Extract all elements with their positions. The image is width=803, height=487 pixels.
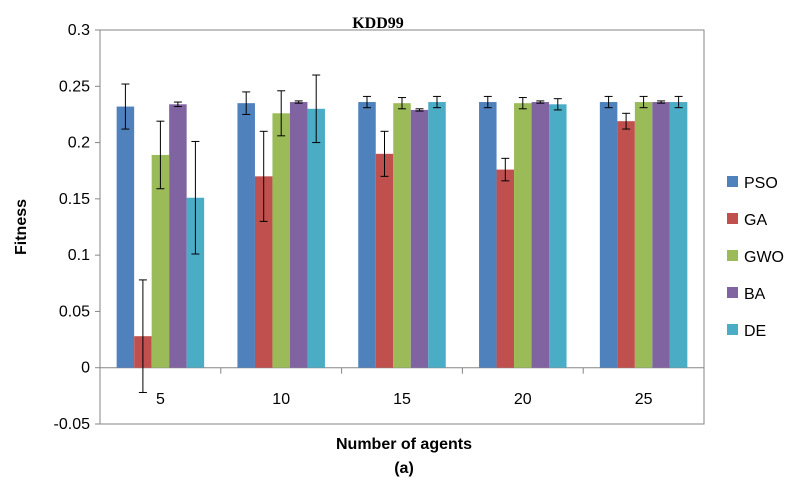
bar [531, 102, 550, 368]
bar [652, 102, 670, 368]
legend-label: GA [744, 212, 767, 229]
x-tick-label: 20 [514, 391, 532, 408]
x-tick-label: 15 [393, 391, 411, 408]
legend-swatch [727, 213, 738, 224]
y-tick-label: 0.15 [59, 191, 90, 208]
legend-swatch [727, 324, 738, 335]
bar [428, 102, 446, 368]
y-tick-label: -0.05 [54, 416, 91, 433]
bar [169, 104, 187, 368]
chart-title: KDD99 [352, 15, 404, 32]
legend-label: GWO [744, 249, 784, 266]
legend-label: PSO [744, 175, 778, 192]
x-axis-title: Number of agents [336, 436, 472, 453]
bar [307, 108, 325, 368]
bar [393, 103, 411, 368]
chart-caption: (a) [394, 460, 414, 477]
legend-swatch [727, 287, 738, 298]
y-tick-label: 0.2 [68, 135, 90, 152]
x-tick-label: 5 [156, 391, 165, 408]
bar [669, 102, 688, 368]
y-tick-label: 0.05 [59, 303, 90, 320]
legend-label: BA [744, 286, 766, 303]
y-tick-label: 0.25 [59, 78, 90, 95]
bar [186, 197, 205, 368]
bar [151, 154, 170, 368]
x-tick-label: 25 [635, 391, 653, 408]
legend-swatch [727, 250, 738, 261]
legend: PSO GA GWO BA DE [727, 175, 784, 340]
y-tick-label: 0 [81, 360, 90, 377]
plot-area: -0.05 0 0.05 0.1 0.15 0.2 0.25 0.3 5 10 15 20 25 [54, 22, 705, 433]
bar [479, 102, 497, 368]
bar [599, 102, 618, 368]
bar [272, 113, 290, 368]
plot-frame [99, 29, 705, 425]
bar [514, 103, 532, 368]
bar [549, 104, 567, 368]
bar [254, 176, 273, 368]
bar [496, 169, 515, 368]
y-tick-label: 0.1 [68, 247, 90, 264]
legend-swatch [727, 176, 738, 187]
bar [617, 121, 635, 368]
bar [237, 103, 255, 368]
bar [410, 109, 429, 368]
x-tick-label: 10 [272, 391, 290, 408]
bar [289, 102, 308, 368]
bar [375, 153, 394, 368]
legend-label: DE [744, 323, 766, 340]
bar [116, 106, 135, 368]
y-tick-label: 0.3 [68, 22, 90, 39]
bar [634, 102, 653, 368]
bar [358, 102, 376, 368]
y-axis-title: Fitness [13, 199, 30, 255]
